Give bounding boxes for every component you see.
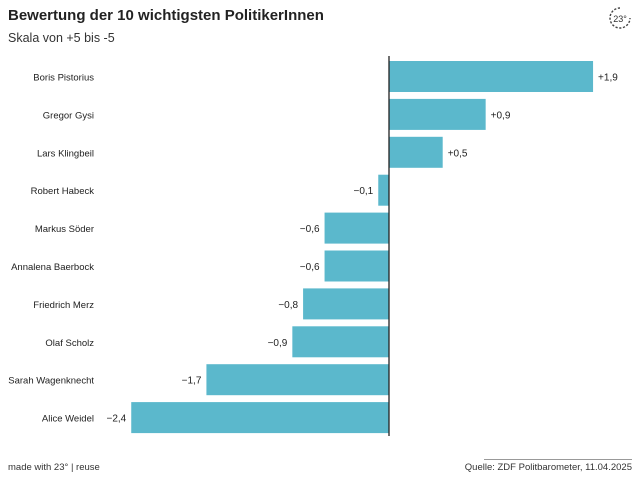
value-label: +0,5	[448, 148, 468, 159]
category-label: Friedrich Merz	[33, 300, 94, 311]
bar-10[interactable]	[131, 402, 390, 434]
23-degrees-logo-icon: 23°	[609, 7, 631, 29]
category-label: Alice Weidel	[42, 414, 94, 425]
footer-credit[interactable]: made with 23° | reuse	[8, 462, 100, 473]
footer-divider	[484, 459, 632, 460]
value-label: +1,9	[598, 73, 618, 84]
bar-5[interactable]	[324, 212, 389, 244]
value-label: −0,8	[278, 300, 298, 311]
bar-1[interactable]	[389, 61, 594, 92]
category-label: Boris Pistorius	[33, 73, 94, 84]
category-label: Robert Habeck	[31, 186, 95, 197]
value-label: −0,6	[300, 262, 320, 273]
value-label: −0,1	[354, 186, 374, 197]
category-label: Annalena Baerbock	[11, 262, 94, 273]
value-label: −0,9	[268, 338, 288, 349]
value-label: +0,9	[491, 110, 511, 121]
bar-9[interactable]	[206, 364, 389, 396]
bar-7[interactable]	[303, 288, 389, 320]
category-label: Lars Klingbeil	[37, 148, 94, 159]
category-label: Markus Söder	[35, 224, 94, 235]
footer-source: Quelle: ZDF Politbarometer, 11.04.2025	[464, 462, 632, 473]
bar-4[interactable]	[378, 174, 389, 206]
chart-title: Bewertung der 10 wichtigsten PolitikerIn…	[8, 7, 324, 24]
logo-text: 23°	[613, 14, 627, 24]
category-label: Olaf Scholz	[45, 338, 94, 349]
chart-subtitle: Skala von +5 bis -5	[8, 31, 115, 45]
value-label: −0,6	[300, 224, 320, 235]
value-label: −2,4	[106, 414, 126, 425]
category-label: Sarah Wagenknecht	[8, 376, 94, 387]
bar-3[interactable]	[389, 136, 443, 168]
bar-8[interactable]	[292, 326, 389, 358]
value-label: −1,7	[182, 376, 202, 387]
category-label: Gregor Gysi	[43, 110, 94, 121]
bar-6[interactable]	[324, 250, 389, 282]
bar-2[interactable]	[389, 98, 486, 130]
